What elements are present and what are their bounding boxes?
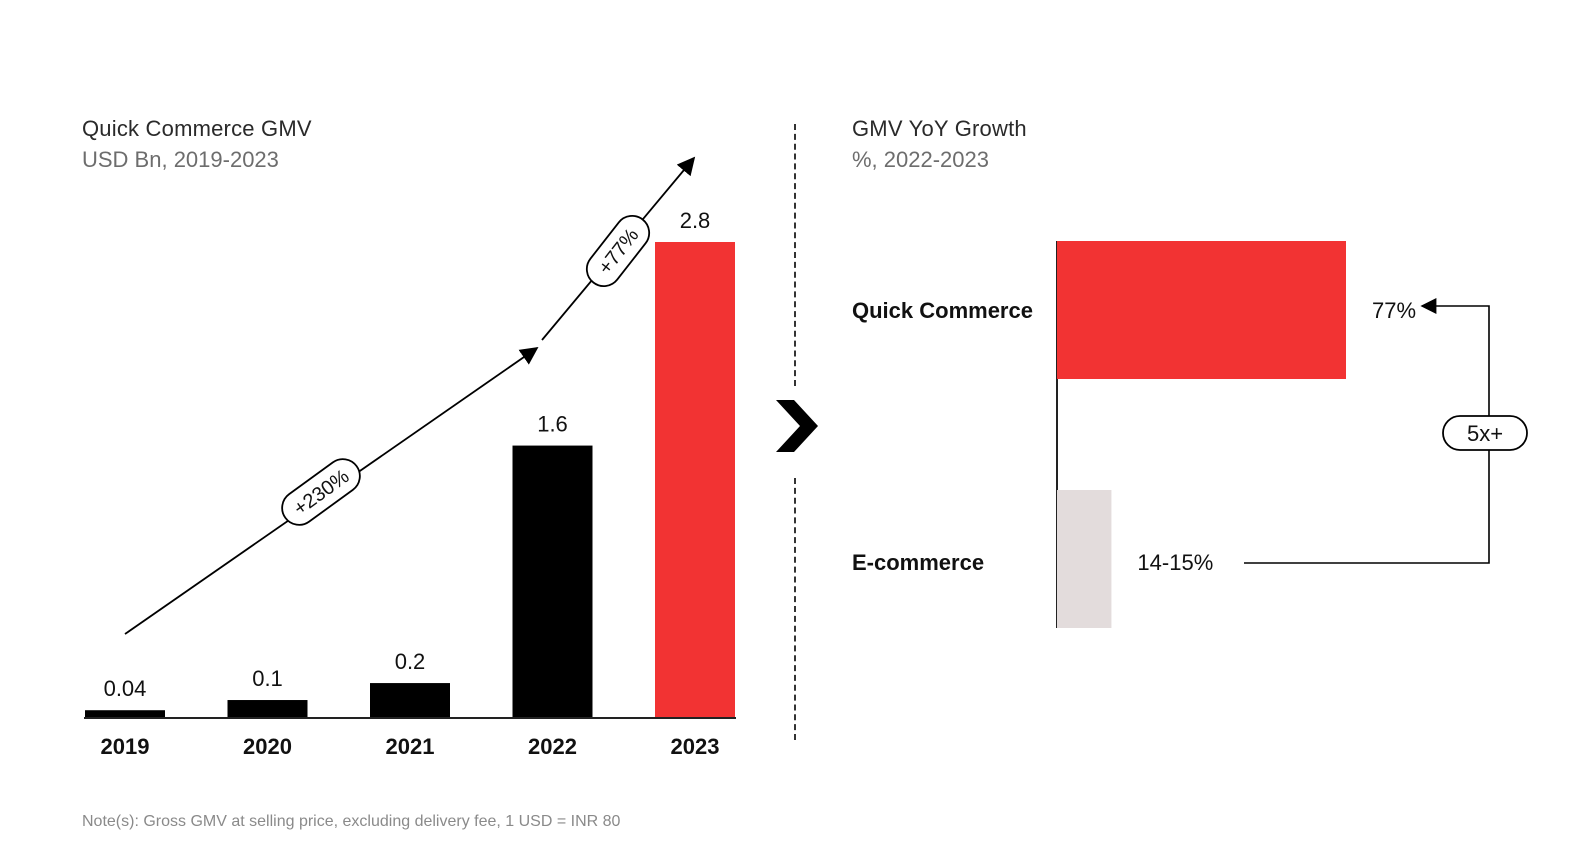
bar-2020 [227,700,308,717]
bar-2023 [655,242,735,717]
hbar-category-label-0: Quick Commerce [852,298,1033,323]
left-bars-group: 0.04 2019 0.1 2020 0.2 2021 1.6 2022 2.8 2023 [85,208,735,759]
left-chart-title: Quick Commerce GMV [82,116,312,141]
hbar-value-label-0: 77% [1372,298,1416,323]
hbar-1 [1057,490,1112,628]
category-label-2023: 2023 [671,734,720,759]
bar-2022 [512,445,593,717]
value-label-2020: 0.1 [252,666,283,691]
value-label-2019: 0.04 [104,676,147,701]
footnote: Note(s): Gross GMV at selling price, exc… [82,813,621,830]
divider-bottom [794,478,796,740]
left-chart-subtitle: USD Bn, 2019-2023 [82,147,279,172]
divider-top [794,124,796,386]
value-label-2022: 1.6 [537,412,568,437]
hbar-category-label-1: E-commerce [852,550,984,575]
right-bars-group: 77% Quick Commerce 14-15% E-commerce [852,241,1416,628]
right-chart-subtitle: %, 2022-2023 [852,147,989,172]
right-chart-title: GMV YoY Growth [852,116,1027,141]
value-label-2023: 2.8 [680,208,711,233]
hbar-0 [1057,241,1346,379]
bar-2019 [85,710,165,717]
value-label-2021: 0.2 [395,649,426,674]
category-label-2020: 2020 [243,734,292,759]
comparison-badge: 5x+ [1442,415,1528,451]
category-label-2021: 2021 [386,734,435,759]
hbar-value-label-1: 14-15% [1137,550,1213,575]
category-label-2019: 2019 [101,734,150,759]
comparison-label: 5x+ [1467,421,1503,446]
bar-2021 [370,683,450,717]
category-label-2022: 2022 [528,734,577,759]
